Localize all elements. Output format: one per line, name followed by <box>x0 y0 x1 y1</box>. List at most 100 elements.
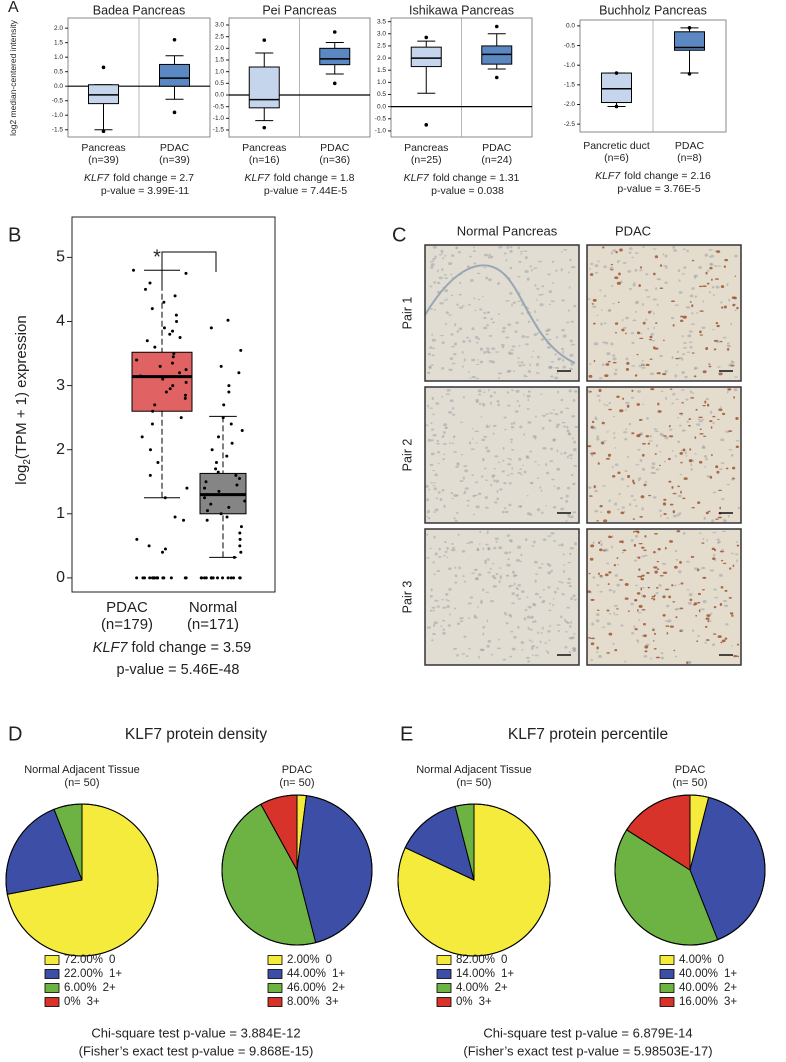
tissue-texture <box>474 494 478 496</box>
legend-value: 40.00% <box>679 982 718 994</box>
tissue-texture <box>616 583 621 587</box>
tissue-texture <box>463 492 466 495</box>
tissue-texture <box>541 562 544 565</box>
tissue-texture <box>430 265 434 269</box>
tissue-texture <box>679 451 684 455</box>
pie-subtitle: (n= 50) <box>456 777 491 789</box>
tissue-texture <box>657 548 661 551</box>
tissue-texture <box>711 286 715 289</box>
tissue-texture <box>548 419 552 423</box>
tissue-texture <box>456 246 458 250</box>
tissue-texture <box>488 424 491 427</box>
tissue-texture <box>518 364 523 367</box>
tissue-texture <box>652 640 655 642</box>
tissue-texture <box>604 374 609 378</box>
tissue-texture <box>471 572 476 575</box>
tissue-texture <box>482 626 485 629</box>
tissue-texture <box>476 272 481 275</box>
tissue-texture <box>712 557 716 560</box>
tissue-texture <box>639 516 643 518</box>
tissue-texture <box>593 342 599 346</box>
tissue-texture <box>475 341 479 344</box>
tissue-texture <box>622 261 627 264</box>
tissue-texture <box>509 458 512 461</box>
tissue-texture <box>594 416 597 419</box>
tissue-texture <box>431 338 436 342</box>
tissue-texture <box>560 398 564 402</box>
tissue-texture <box>477 492 482 496</box>
tissue-texture <box>679 560 682 564</box>
tissue-texture <box>532 350 534 353</box>
tissue-texture <box>429 439 434 442</box>
data-point <box>216 470 220 474</box>
tissue-texture <box>634 252 639 255</box>
tissue-texture <box>617 508 620 511</box>
data-point <box>214 461 218 465</box>
tissue-texture <box>475 400 479 404</box>
tissue-texture <box>533 333 537 337</box>
tissue-texture <box>716 470 720 474</box>
tissue-texture <box>674 374 678 378</box>
tissue-texture <box>478 402 482 406</box>
data-point <box>227 505 231 509</box>
y-tick-label: 4 <box>56 313 65 330</box>
tissue-texture <box>427 404 430 408</box>
tissue-texture <box>473 614 477 618</box>
tissue-texture <box>614 276 619 280</box>
outlier <box>614 71 619 75</box>
tissue-texture <box>735 541 739 543</box>
tissue-texture <box>603 403 606 406</box>
y-tick-label: 0.5 <box>54 68 63 75</box>
fold-change-text: fold change = 2.7 <box>113 172 194 184</box>
tissue-texture <box>449 357 454 361</box>
data-point <box>170 361 174 365</box>
tissue-texture <box>572 399 576 402</box>
legend-value: 4.00% <box>679 954 712 966</box>
tissue-texture <box>426 509 431 513</box>
tissue-texture <box>567 577 572 581</box>
tissue-texture <box>486 558 490 561</box>
tissue-texture <box>643 634 647 638</box>
tissue-texture <box>611 284 614 287</box>
tissue-texture <box>596 584 600 587</box>
tissue-texture <box>720 438 725 442</box>
tissue-texture <box>723 305 727 309</box>
tissue-texture <box>733 655 738 658</box>
tissue-texture <box>502 446 505 450</box>
tissue-texture <box>568 651 571 654</box>
tissue-texture <box>480 601 483 604</box>
tissue-texture <box>448 314 452 316</box>
data-point <box>162 326 166 330</box>
tissue-texture <box>563 569 565 574</box>
tissue-texture <box>433 511 436 513</box>
data-point <box>151 409 155 413</box>
tissue-texture <box>479 648 484 652</box>
tissue-texture <box>664 436 669 440</box>
tissue-texture <box>698 532 702 534</box>
tissue-texture <box>674 655 678 658</box>
tissue-texture <box>478 298 481 301</box>
data-point <box>179 416 183 420</box>
tissue-texture <box>434 552 438 556</box>
tissue-texture <box>491 321 496 324</box>
tissue-texture <box>734 275 737 277</box>
data-point <box>148 473 152 477</box>
tissue-texture <box>682 448 686 452</box>
tissue-texture <box>654 347 659 350</box>
tissue-texture <box>653 566 658 569</box>
tissue-texture <box>444 592 449 596</box>
data-point <box>184 368 188 372</box>
x-tick-label: (n=39) <box>88 154 119 166</box>
tissue-texture <box>567 561 572 564</box>
tissue-texture <box>475 568 478 571</box>
y-tick-label: 3.5 <box>377 18 386 25</box>
tissue-texture <box>441 598 444 601</box>
data-point <box>132 268 136 272</box>
tissue-texture <box>626 404 630 408</box>
tissue-texture <box>526 615 531 619</box>
tissue-texture <box>705 398 710 401</box>
tissue-texture <box>570 473 574 477</box>
tissue-texture <box>540 632 543 634</box>
tissue-texture <box>527 370 532 373</box>
